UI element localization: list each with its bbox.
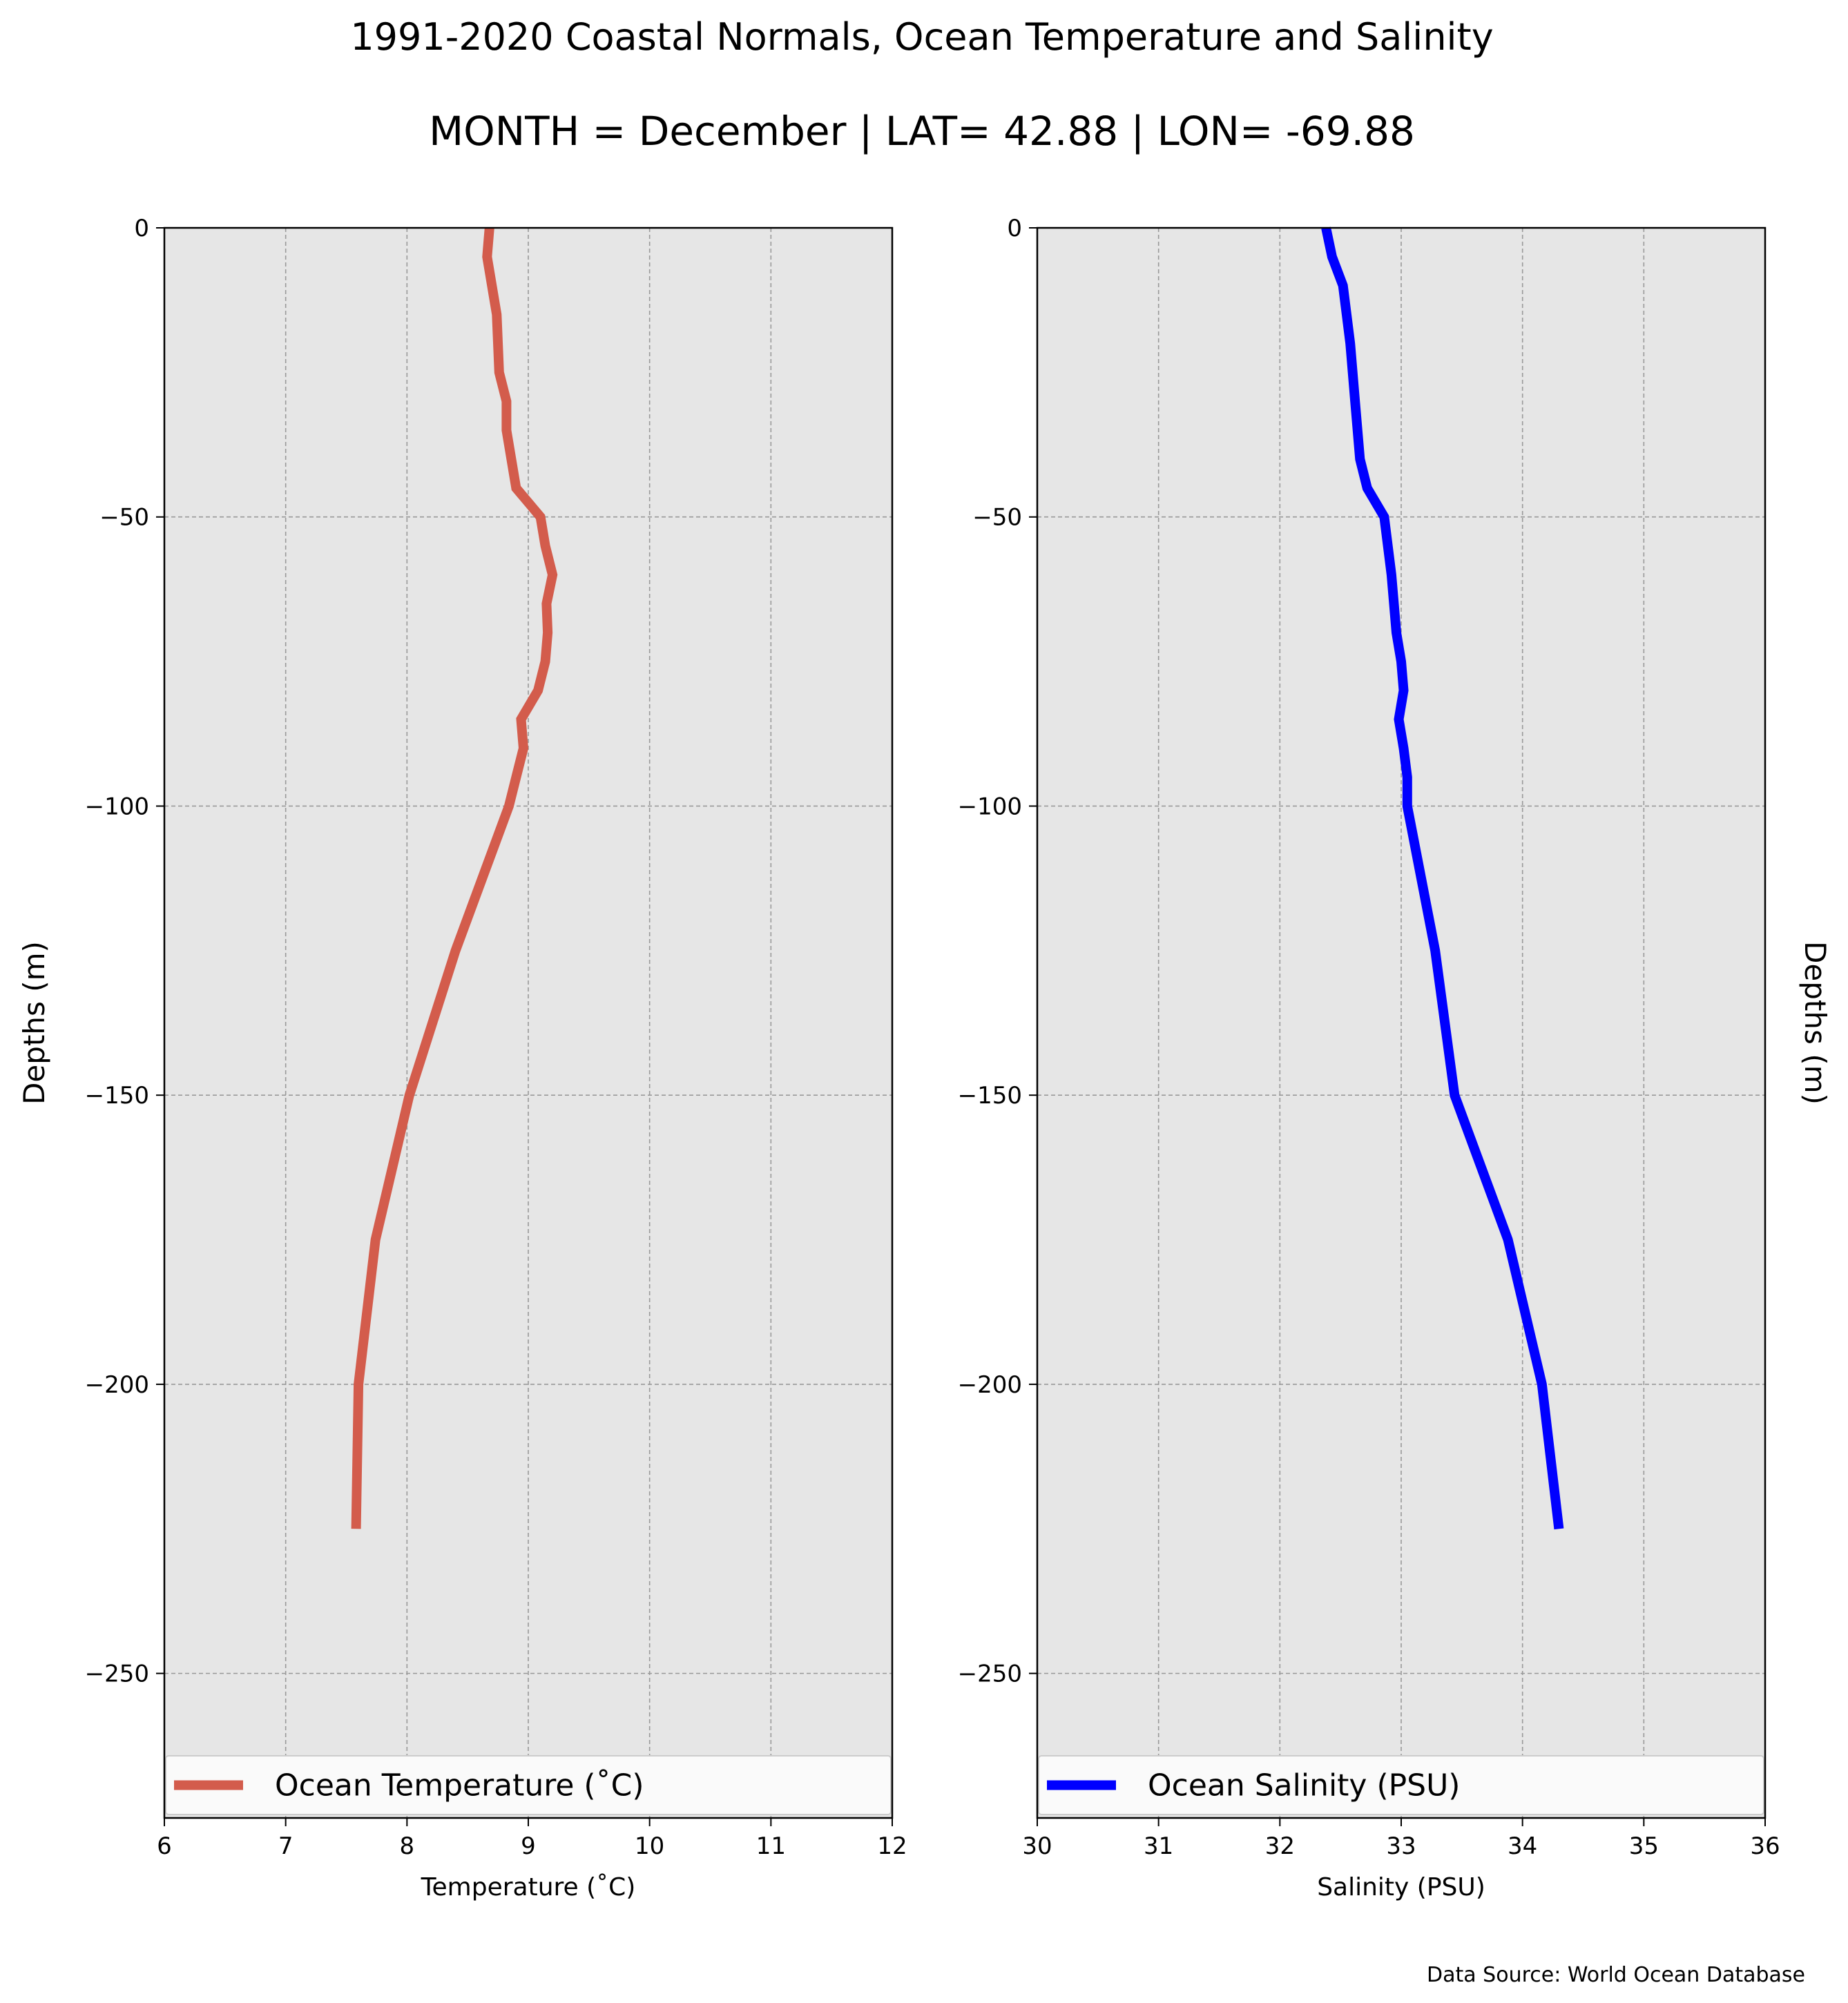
temperature-legend <box>165 1755 892 1815</box>
temperature-panel: Ocean Temperature (˚C) 6 7 8 9 10 11 12 0 −50 −100… <box>17 215 907 1902</box>
salinity-x-tick-label: 33 <box>1386 1832 1416 1860</box>
salinity-panel: Ocean Salinity (PSU) 30 31 32 33 34 35 36 0 −50 −1… <box>958 215 1832 1902</box>
salinity-x-tick-label: 36 <box>1750 1832 1780 1860</box>
salinity-x-tick-label: 30 <box>1022 1832 1052 1860</box>
temperature-x-tick-label: 7 <box>278 1832 293 1860</box>
temperature-y-tick-label: −150 <box>85 1082 149 1110</box>
salinity-y-tick-label: −150 <box>958 1082 1022 1110</box>
temperature-y-tick-label: −100 <box>85 793 149 820</box>
temperature-x-tick-label: 11 <box>756 1832 786 1860</box>
figure-subtitle: MONTH = December | LAT= 42.88 | LON= -69… <box>429 108 1415 155</box>
temperature-y-tick-label: −50 <box>99 504 149 532</box>
data-source-note: Data Source: World Ocean Database <box>1427 1963 1805 1987</box>
salinity-y-tick-label: −250 <box>958 1661 1022 1688</box>
salinity-x-tick-label: 34 <box>1508 1832 1537 1860</box>
temperature-y-axis-label: Depths (m) <box>17 941 51 1105</box>
temperature-y-tick-label: −250 <box>85 1661 149 1688</box>
salinity-y-tick-label: −200 <box>958 1371 1022 1399</box>
temperature-legend-label: Ocean Temperature (˚C) <box>275 1768 644 1803</box>
salinity-x-tick-label: 35 <box>1629 1832 1659 1860</box>
salinity-series-line <box>1321 226 1564 1530</box>
temperature-series-line <box>351 227 558 1529</box>
salinity-legend-label: Ocean Salinity (PSU) <box>1148 1768 1460 1803</box>
salinity-x-tick-label: 32 <box>1265 1832 1295 1860</box>
temperature-y-tick-label: 0 <box>134 215 149 242</box>
salinity-y-tick-label: 0 <box>1007 215 1022 242</box>
temperature-x-tick-label: 9 <box>521 1832 536 1860</box>
salinity-legend <box>1038 1755 1764 1815</box>
salinity-x-tick-label: 31 <box>1144 1832 1173 1860</box>
temperature-x-tick-label: 10 <box>635 1832 664 1860</box>
temperature-x-tick-label: 6 <box>157 1832 172 1860</box>
salinity-y-tick-label: −100 <box>958 793 1022 820</box>
salinity-x-axis-label: Salinity (PSU) <box>1317 1873 1485 1902</box>
figure-title: 1991-2020 Coastal Normals, Ocean Tempera… <box>350 15 1493 59</box>
salinity-y-tick-label: −50 <box>972 504 1022 532</box>
salinity-y-axis-label: Depths (m) <box>1798 941 1832 1105</box>
temperature-y-tick-label: −200 <box>85 1371 149 1399</box>
temperature-x-tick-label: 12 <box>877 1832 907 1860</box>
temperature-x-tick-label: 8 <box>400 1832 415 1860</box>
temperature-x-axis-label: Temperature (˚C) <box>421 1873 636 1902</box>
